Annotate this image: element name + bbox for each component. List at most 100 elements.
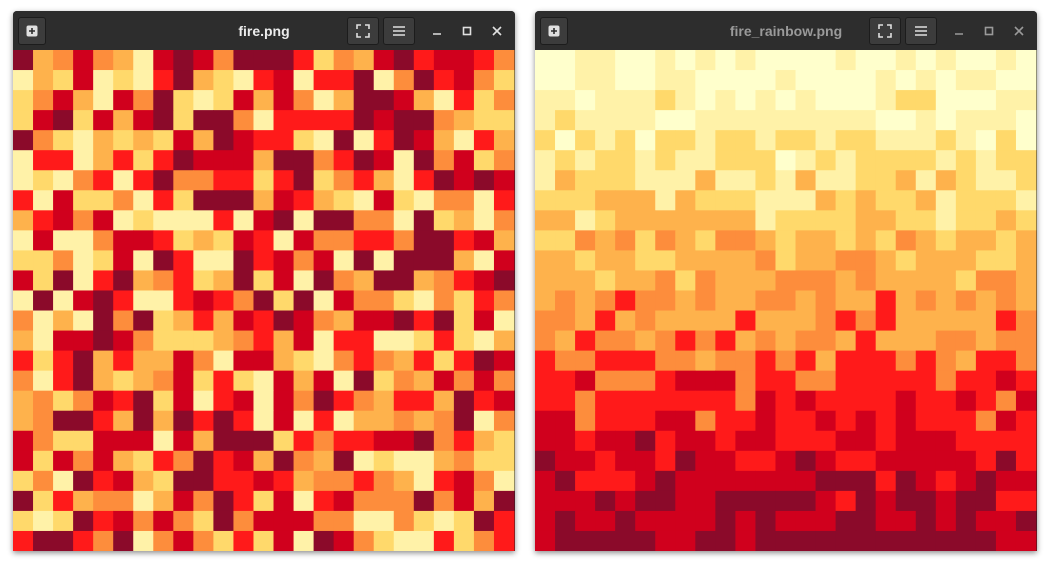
pixel — [835, 230, 857, 251]
pixel — [333, 470, 355, 492]
pixel — [855, 290, 877, 312]
close-button[interactable] — [1011, 17, 1027, 44]
pixel — [1015, 450, 1037, 472]
maximize-button[interactable] — [981, 17, 997, 44]
pixel — [535, 150, 556, 171]
pixel — [595, 190, 616, 211]
pixel — [895, 130, 917, 151]
pixel — [173, 490, 194, 512]
pixel — [895, 470, 917, 492]
pixel — [213, 310, 234, 332]
pixel — [13, 470, 34, 492]
pixel — [935, 230, 957, 251]
menu-button[interactable] — [383, 17, 415, 45]
pixel — [595, 130, 616, 151]
pixel — [393, 290, 415, 312]
maximize-button[interactable] — [459, 17, 475, 44]
pixel — [635, 150, 656, 171]
pixel — [493, 270, 515, 291]
pixel — [755, 390, 776, 412]
pixel — [655, 390, 676, 412]
pixel — [975, 190, 997, 211]
pixel — [955, 250, 977, 271]
pixel — [53, 290, 74, 312]
pixel — [675, 350, 696, 372]
menu-button[interactable] — [905, 17, 937, 45]
pixel — [875, 230, 897, 251]
pixel — [615, 210, 636, 231]
pixel — [313, 270, 335, 291]
pixel — [995, 390, 1017, 412]
new-tab-button[interactable] — [540, 17, 568, 45]
pixel — [113, 410, 134, 432]
pixel — [373, 110, 395, 131]
pixel — [353, 350, 375, 372]
pixel — [895, 490, 917, 512]
pixel — [173, 70, 194, 91]
pixel — [735, 130, 756, 151]
pixel — [1015, 430, 1037, 452]
pixel — [293, 430, 315, 452]
pixel — [353, 130, 375, 151]
pixel — [535, 430, 556, 452]
pixel — [113, 530, 134, 551]
pixel — [153, 530, 174, 551]
pixel — [975, 330, 997, 352]
pixel — [735, 450, 756, 472]
pixel — [373, 330, 395, 352]
pixel — [935, 310, 957, 332]
pixel — [233, 450, 254, 472]
fullscreen-button[interactable] — [347, 17, 379, 45]
pixel — [333, 50, 355, 71]
pixel — [53, 350, 74, 372]
pixel — [555, 230, 576, 251]
pixel — [113, 270, 134, 291]
minimize-button[interactable] — [429, 17, 445, 44]
pixel — [635, 330, 656, 352]
pixel — [273, 370, 295, 392]
pixel — [935, 270, 957, 291]
pixel — [413, 330, 435, 352]
pixel — [413, 470, 435, 492]
new-tab-button[interactable] — [18, 17, 46, 45]
pixel — [353, 330, 375, 352]
close-button[interactable] — [489, 17, 505, 44]
pixel — [935, 130, 957, 151]
pixel — [393, 50, 415, 71]
pixel — [133, 250, 154, 271]
pixel — [173, 270, 194, 291]
pixel — [835, 90, 857, 111]
pixel — [93, 50, 114, 71]
pixel — [795, 290, 817, 312]
pixel — [153, 430, 174, 452]
pixel — [835, 130, 857, 151]
fullscreen-button[interactable] — [869, 17, 901, 45]
pixel — [715, 170, 736, 191]
pixel — [13, 190, 34, 211]
pixel — [53, 510, 74, 532]
pixel — [875, 510, 897, 532]
minimize-button[interactable] — [951, 17, 967, 44]
pixel — [33, 70, 54, 91]
pixel — [695, 330, 716, 352]
pixel — [293, 170, 315, 191]
pixel — [233, 70, 254, 91]
pixel — [535, 470, 556, 492]
pixel — [735, 350, 756, 372]
pixel — [153, 490, 174, 512]
pixel — [153, 370, 174, 392]
pixel — [373, 530, 395, 551]
pixel — [433, 430, 455, 452]
pixel — [73, 490, 94, 512]
pixel — [635, 50, 656, 71]
pixel — [133, 310, 154, 332]
pixel — [173, 450, 194, 472]
pixel — [795, 170, 817, 191]
pixel — [815, 310, 837, 332]
pixel — [675, 390, 696, 412]
pixel — [775, 130, 797, 151]
pixel — [655, 230, 676, 251]
pixel — [595, 210, 616, 231]
pixel — [113, 70, 134, 91]
pixel — [855, 270, 877, 291]
